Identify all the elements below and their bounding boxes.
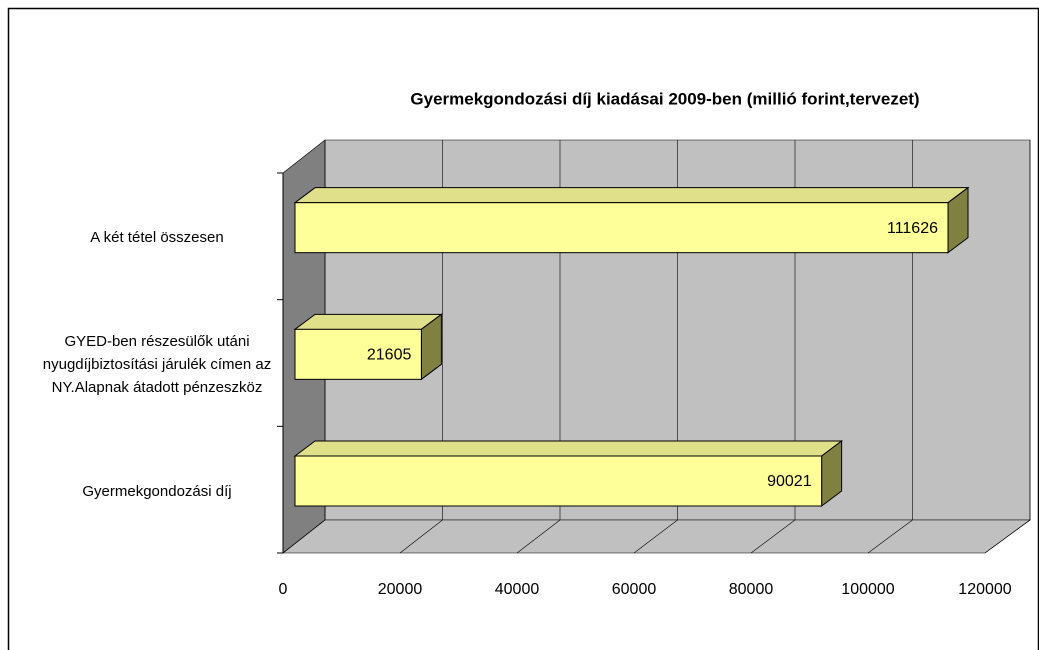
floor-grid-line xyxy=(867,519,913,554)
bar-top xyxy=(293,440,844,457)
y-tick-label: A két tétel összesen xyxy=(90,229,224,247)
floor-grid-line xyxy=(750,519,796,554)
x-tick-label: 60000 xyxy=(612,581,657,598)
data-label: 21605 xyxy=(367,347,412,364)
bar xyxy=(294,202,949,254)
y-tick-label: GYED-ben részesülők utáni nyugdíjbiztosí… xyxy=(42,332,272,396)
floor-grid-line xyxy=(399,519,443,554)
x-tick-label: 20000 xyxy=(378,581,423,598)
bar-top xyxy=(293,187,970,204)
data-label: 90021 xyxy=(767,473,812,490)
floor xyxy=(282,519,1031,554)
floor-grid-line xyxy=(984,519,1031,554)
data-label: 111626 xyxy=(887,220,938,237)
x-tick-label: 0 xyxy=(279,581,288,598)
x-tick-label: 100000 xyxy=(841,581,894,598)
y-tick-label: Gyermekgondozási díj xyxy=(82,482,232,500)
x-tick-label: 120000 xyxy=(958,581,1011,598)
floor-grid-line xyxy=(516,519,561,554)
floor-grid-line xyxy=(282,519,326,554)
x-tick-label: 80000 xyxy=(729,581,774,598)
bar xyxy=(294,455,823,507)
chart-title: Gyermekgondozási díj kiadásai 2009-ben (… xyxy=(410,89,919,108)
bar-top xyxy=(293,313,443,330)
floor-grid-line xyxy=(633,519,678,554)
x-tick-label: 40000 xyxy=(495,581,540,598)
bar xyxy=(294,328,422,380)
